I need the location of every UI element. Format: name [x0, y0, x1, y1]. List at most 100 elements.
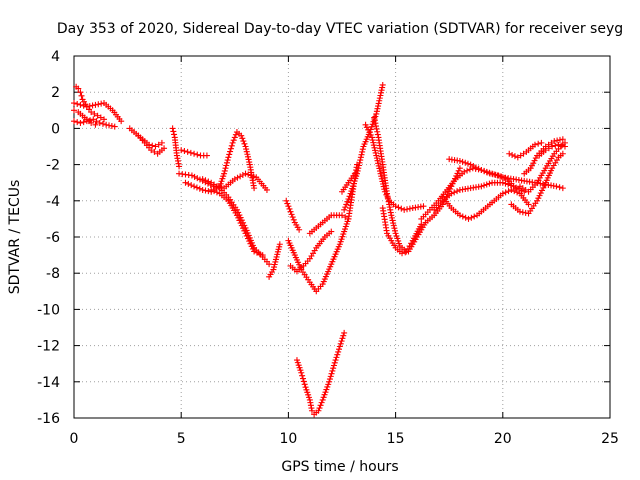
- data-point: [459, 158, 466, 165]
- data-point: [370, 139, 377, 146]
- data-point: [459, 213, 466, 220]
- x-tick-label: 25: [601, 431, 619, 447]
- series-arc-aa: [446, 156, 566, 192]
- series-arc-r: [339, 170, 358, 195]
- data-point: [464, 167, 471, 174]
- data-point: [233, 212, 240, 219]
- data-point: [519, 209, 526, 216]
- data-point: [194, 175, 201, 182]
- data-point: [369, 121, 376, 128]
- data-point: [390, 220, 397, 227]
- x-tick-label: 10: [279, 431, 297, 447]
- data-point: [376, 165, 383, 172]
- data-point: [339, 335, 346, 342]
- data-point: [379, 178, 386, 185]
- data-point: [248, 243, 255, 250]
- data-point: [315, 407, 322, 414]
- data-point: [299, 372, 306, 379]
- data-point: [558, 142, 565, 149]
- data-point: [471, 213, 478, 220]
- y-tick-label: -14: [37, 375, 60, 391]
- data-point: [376, 95, 383, 102]
- data-point: [74, 100, 81, 107]
- data-point: [531, 141, 538, 148]
- data-point: [263, 186, 270, 193]
- data-point: [237, 220, 244, 227]
- data-point: [176, 163, 183, 170]
- data-point: [377, 89, 384, 96]
- data-point: [243, 148, 250, 155]
- data-point: [227, 145, 234, 152]
- data-point: [486, 180, 493, 187]
- data-point: [240, 138, 247, 145]
- data-point: [494, 172, 501, 179]
- data-point: [373, 152, 380, 159]
- data-point: [202, 187, 209, 194]
- data-point: [420, 203, 427, 210]
- data-point: [505, 181, 512, 188]
- data-point: [226, 151, 233, 158]
- data-point: [478, 167, 485, 174]
- data-point: [158, 139, 165, 146]
- data-point: [448, 190, 455, 197]
- data-point: [245, 156, 252, 163]
- chart-title: Day 353 of 2020, Sidereal Day-to-day VTE…: [57, 21, 623, 37]
- data-point: [259, 252, 266, 259]
- data-point: [106, 122, 113, 129]
- data-point: [298, 369, 305, 376]
- data-point: [525, 201, 532, 208]
- data-point: [373, 125, 380, 132]
- data-point: [456, 157, 463, 164]
- data-point: [205, 188, 212, 195]
- data-point: [473, 164, 479, 171]
- data-point: [355, 165, 362, 172]
- data-point: [191, 150, 198, 157]
- data-point: [243, 232, 250, 239]
- data-point: [374, 105, 381, 112]
- data-point: [379, 81, 386, 88]
- data-point: [289, 214, 296, 221]
- data-point: [556, 136, 563, 143]
- data-point: [354, 167, 361, 174]
- data-point: [464, 160, 471, 167]
- data-point: [341, 206, 348, 213]
- data-point: [470, 162, 477, 169]
- data-point: [388, 214, 395, 221]
- series-arc-p: [287, 228, 335, 275]
- data-point: [478, 183, 485, 190]
- data-point: [375, 160, 382, 167]
- data-point: [231, 176, 238, 183]
- data-point: [170, 128, 177, 135]
- data-point: [499, 190, 506, 197]
- data-point: [77, 119, 84, 126]
- series-arc-j: [182, 129, 258, 195]
- series-arc-t: [341, 81, 386, 213]
- data-point: [78, 92, 85, 99]
- data-point: [374, 128, 381, 135]
- data-point: [556, 184, 563, 191]
- y-tick-label: -16: [37, 411, 60, 427]
- data-point: [97, 114, 104, 121]
- data-point: [328, 228, 335, 235]
- data-point: [242, 230, 249, 237]
- data-point: [96, 119, 103, 126]
- data-point: [481, 182, 488, 189]
- data-point: [188, 182, 195, 189]
- data-point: [246, 238, 253, 245]
- data-point: [320, 394, 327, 401]
- y-tick-label: -8: [46, 266, 60, 282]
- data-point: [359, 148, 366, 155]
- data-point: [346, 193, 353, 200]
- data-point: [538, 139, 545, 146]
- data-point: [378, 175, 385, 182]
- data-point: [103, 121, 110, 128]
- data-point: [80, 119, 87, 126]
- series-arc-v: [371, 114, 425, 255]
- data-point: [88, 119, 95, 126]
- data-point: [88, 109, 95, 116]
- data-point: [191, 183, 198, 190]
- data-point: [242, 143, 249, 150]
- data-point: [534, 197, 541, 204]
- data-point: [345, 195, 352, 202]
- data-point: [404, 206, 411, 213]
